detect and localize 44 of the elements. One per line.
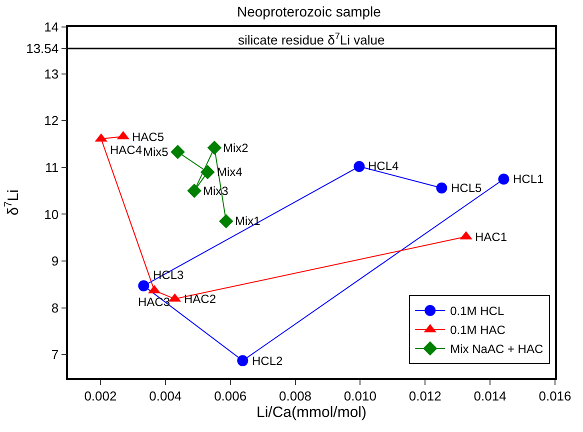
y-tick-label: 9 xyxy=(51,254,59,269)
point xyxy=(498,174,510,185)
y-tick-label: 7 xyxy=(51,347,59,362)
annotation: Mix5 xyxy=(143,145,169,159)
point xyxy=(187,184,202,198)
x-tick-label: 0.004 xyxy=(149,388,182,404)
point xyxy=(436,182,448,194)
point xyxy=(218,214,234,228)
y-tick-label: 11 xyxy=(45,160,59,175)
annotation: HAC4 xyxy=(110,143,142,157)
text: 0.010 xyxy=(344,388,376,404)
annotation: HCL1 xyxy=(513,172,544,186)
ref-line-label: silicate residue δ$^{7}$Li value xyxy=(238,31,385,48)
chart-title: Neoproterozoic sample xyxy=(237,3,382,20)
y-tick-label: 14 xyxy=(44,20,59,35)
point xyxy=(200,164,215,180)
x-tick-label: 0.016 xyxy=(538,388,572,404)
y-tick-label: 10 xyxy=(44,206,59,222)
annotation: Mix2 xyxy=(223,141,249,155)
x-tick-label: 0.008 xyxy=(278,388,312,404)
annotation: HCL2 xyxy=(252,354,284,368)
y-tick-label: 12 xyxy=(44,113,59,128)
point xyxy=(138,280,150,292)
x-tick-label: 0.002 xyxy=(84,388,117,404)
x-tick-label: 0.012 xyxy=(408,388,442,404)
point xyxy=(170,144,185,160)
annotation: HAC1 xyxy=(475,230,508,244)
annotation: Mix1 xyxy=(235,214,261,228)
x-axis-title: Li/Ca(mmol/mol) xyxy=(256,404,367,421)
legend-label: 0.1M HAC xyxy=(450,323,506,338)
x-tick-label: 0.006 xyxy=(214,388,247,404)
legend-label: Mix NaAC + HAC xyxy=(450,342,544,356)
x-tick-label: 0.014 xyxy=(474,388,506,404)
y-tick-label: 13 xyxy=(44,66,59,82)
y-tick-label: 8 xyxy=(51,300,59,316)
point xyxy=(207,140,222,155)
annotation: HAC5 xyxy=(132,130,164,144)
y-tick-label: 13.54 xyxy=(26,41,59,56)
annotation: HCL5 xyxy=(451,181,482,195)
legend-label: 0.1M HCL xyxy=(450,304,504,318)
point xyxy=(354,160,365,172)
annotation: HAC2 xyxy=(184,292,216,306)
point xyxy=(237,355,248,366)
annotation: HCL4 xyxy=(368,159,400,173)
